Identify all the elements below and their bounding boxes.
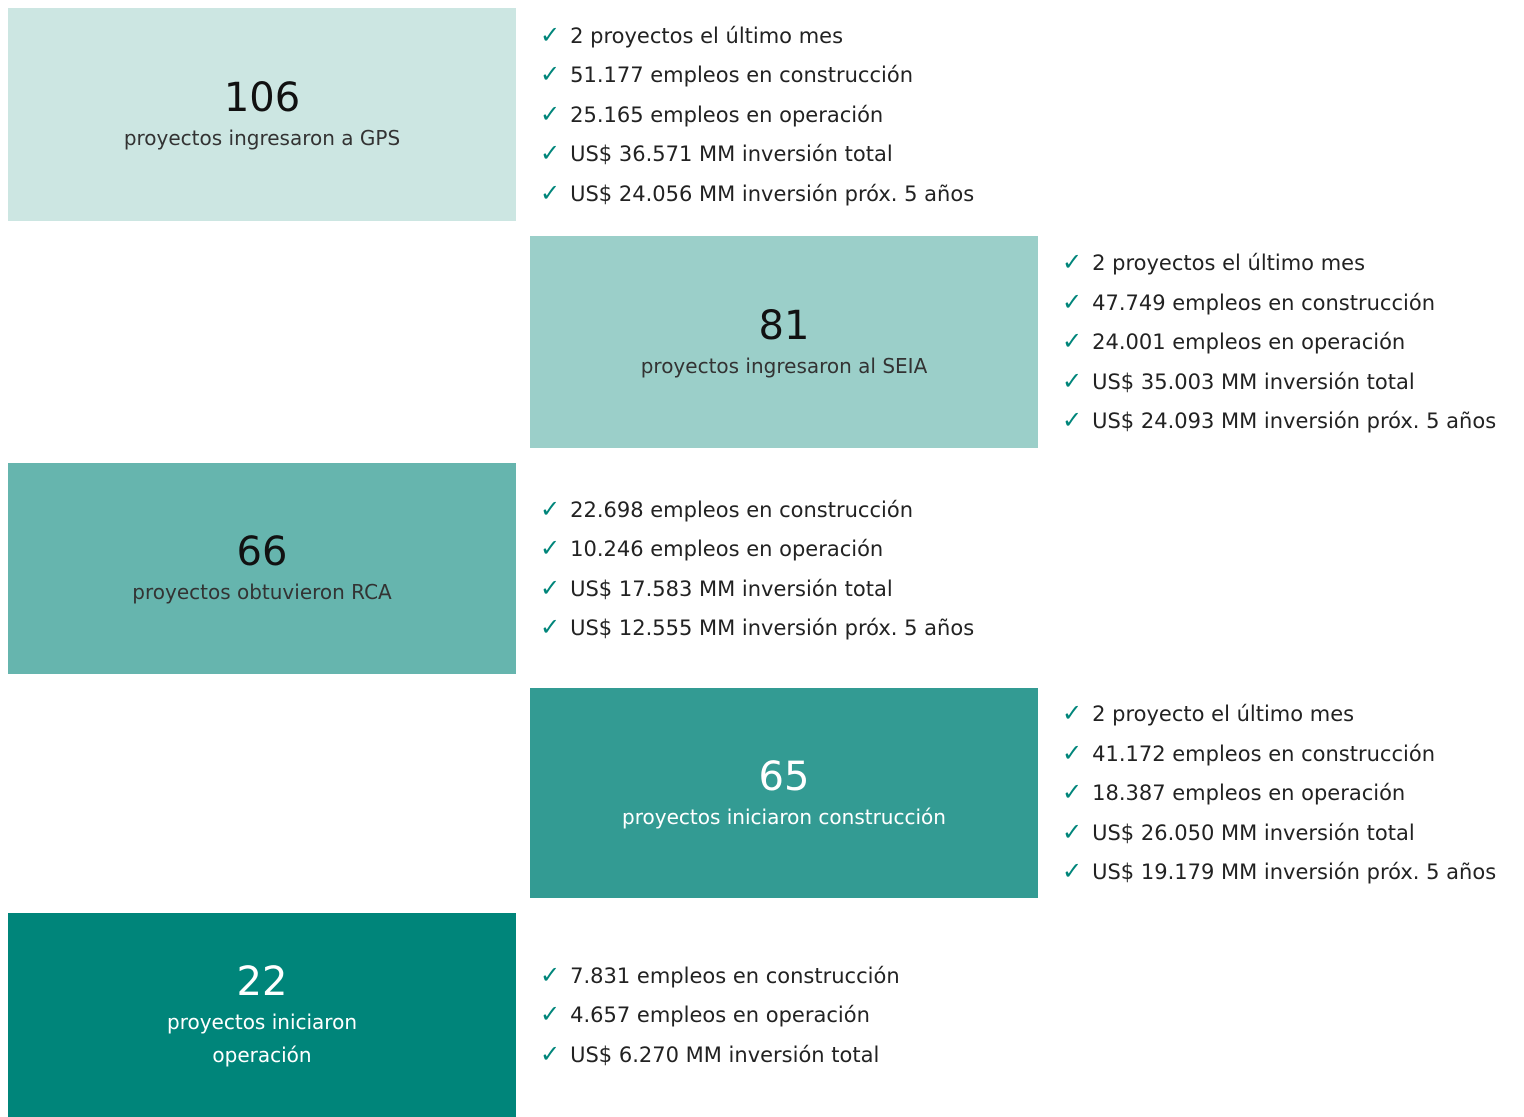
stage-label: proyectos iniciaron construcción bbox=[622, 804, 946, 829]
stage-number: 66 bbox=[236, 529, 288, 575]
stage-details: 22.698 empleos en construcción10.246 emp… bbox=[540, 463, 974, 674]
detail-item: 2 proyecto el último mes bbox=[1062, 694, 1496, 734]
detail-item: 4.657 empleos en operación bbox=[540, 995, 900, 1035]
stage-details: 2 proyectos el último mes51.177 empleos … bbox=[540, 8, 974, 221]
detail-item: 24.001 empleos en operación bbox=[1062, 322, 1496, 362]
detail-item: 7.831 empleos en construcción bbox=[540, 956, 900, 996]
stage-number: 81 bbox=[758, 302, 810, 349]
detail-item: 10.246 empleos en operación bbox=[540, 529, 974, 569]
detail-item: 18.387 empleos en operación bbox=[1062, 773, 1496, 813]
stage-details: 7.831 empleos en construcción4.657 emple… bbox=[540, 913, 900, 1117]
detail-item: 51.177 empleos en construcción bbox=[540, 55, 974, 95]
stage-details: 2 proyectos el último mes47.749 empleos … bbox=[1062, 236, 1496, 448]
stage-label: proyectos ingresaron al SEIA bbox=[640, 353, 928, 378]
stage-number: 22 bbox=[236, 959, 288, 1005]
detail-item: US$ 35.003 MM inversión total bbox=[1062, 362, 1496, 402]
stage-details: 2 proyecto el último mes41.172 empleos e… bbox=[1062, 688, 1496, 898]
stage-box: 66 proyectos obtuvieron RCA bbox=[8, 463, 516, 674]
stage-label: proyectos ingresaron a GPS bbox=[123, 126, 401, 150]
detail-item: US$ 36.571 MM inversión total bbox=[540, 134, 974, 174]
detail-item: US$ 12.555 MM inversión próx. 5 años bbox=[540, 608, 974, 648]
detail-item: 25.165 empleos en operación bbox=[540, 95, 974, 135]
detail-item: US$ 26.050 MM inversión total bbox=[1062, 813, 1496, 853]
stage-number: 106 bbox=[223, 75, 301, 121]
stage-label: proyectos obtuvieron RCA bbox=[132, 580, 392, 604]
stage-box: 81 proyectos ingresaron al SEIA bbox=[530, 236, 1038, 448]
stage-box: 65 proyectos iniciaron construcción bbox=[530, 688, 1038, 898]
detail-item: US$ 24.056 MM inversión próx. 5 años bbox=[540, 174, 974, 214]
stage-box: 22 proyectos iniciaron operación bbox=[8, 913, 516, 1117]
stage-number: 65 bbox=[758, 753, 810, 800]
detail-item: US$ 24.093 MM inversión próx. 5 años bbox=[1062, 401, 1496, 441]
detail-item: 47.749 empleos en construcción bbox=[1062, 283, 1496, 323]
detail-item: US$ 19.179 MM inversión próx. 5 años bbox=[1062, 852, 1496, 892]
stage-box: 106 proyectos ingresaron a GPS bbox=[8, 8, 516, 221]
detail-item: 41.172 empleos en construcción bbox=[1062, 734, 1496, 774]
detail-item: 22.698 empleos en construcción bbox=[540, 490, 974, 530]
stage-label: proyectos iniciaron operación bbox=[167, 1010, 357, 1067]
detail-item: US$ 17.583 MM inversión total bbox=[540, 569, 974, 609]
detail-item: 2 proyectos el último mes bbox=[1062, 243, 1496, 283]
detail-item: US$ 6.270 MM inversión total bbox=[540, 1035, 900, 1075]
detail-item: 2 proyectos el último mes bbox=[540, 16, 974, 56]
